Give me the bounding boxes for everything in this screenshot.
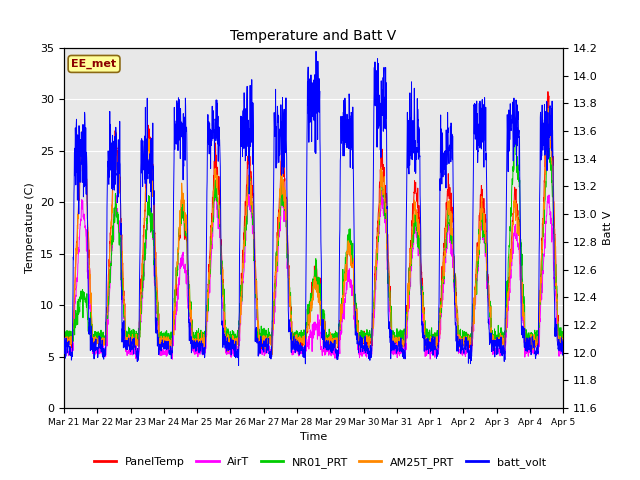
Title: Temperature and Batt V: Temperature and Batt V (230, 29, 397, 43)
Legend: PanelTemp, AirT, NR01_PRT, AM25T_PRT, batt_volt: PanelTemp, AirT, NR01_PRT, AM25T_PRT, ba… (90, 452, 550, 472)
Text: EE_met: EE_met (72, 59, 116, 69)
Y-axis label: Temperature (C): Temperature (C) (24, 182, 35, 274)
Y-axis label: Batt V: Batt V (604, 211, 613, 245)
X-axis label: Time: Time (300, 432, 327, 442)
